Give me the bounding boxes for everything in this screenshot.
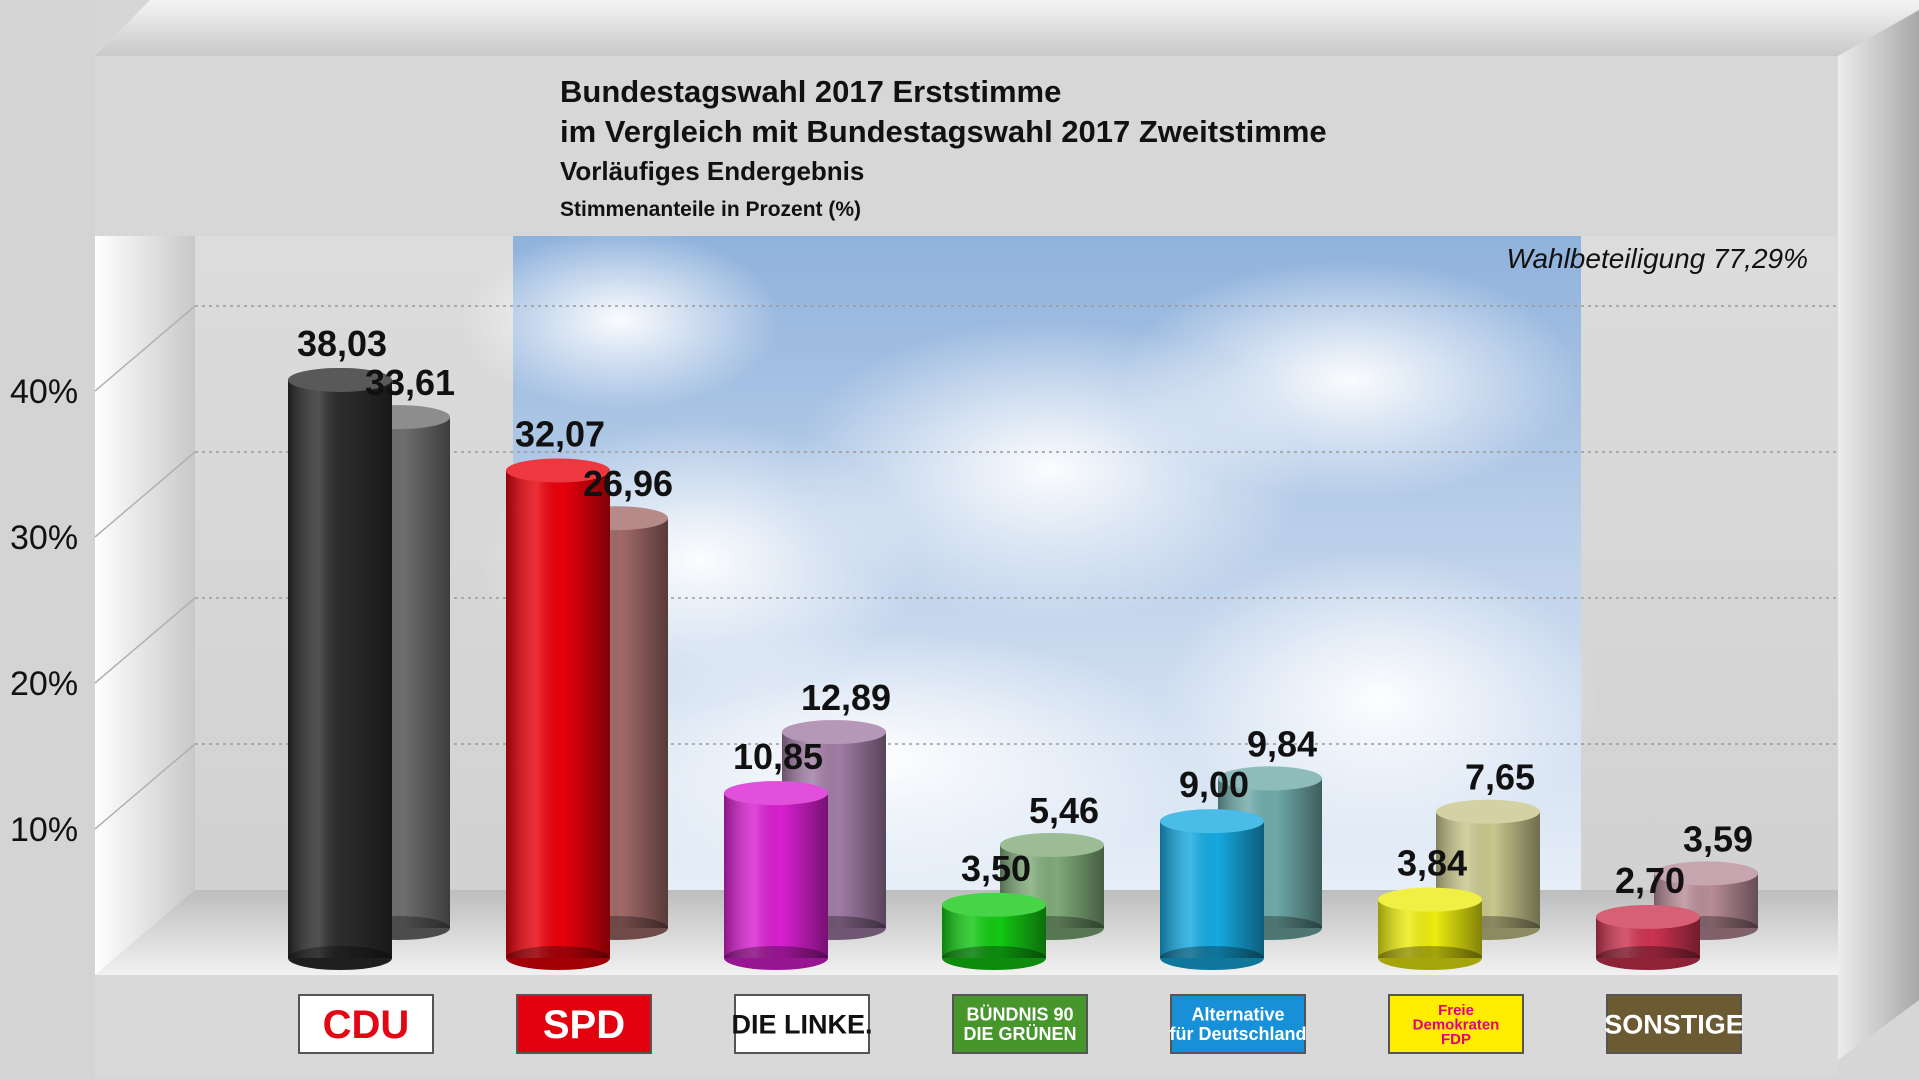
party-logo-text: SPD	[543, 1003, 625, 1047]
chart-subtitle: Vorläufiges Endergebnis	[560, 156, 864, 186]
bars	[288, 367, 1758, 970]
y-tick-label: 20%	[10, 665, 78, 703]
grid-line-side	[94, 597, 196, 684]
value-label-zweitstimme: 33,61	[365, 362, 455, 403]
party-logo: SONSTIGE	[1604, 994, 1744, 1054]
party-logo-text: für Deutschland	[1169, 1024, 1306, 1044]
value-label-zweitstimme: 7,65	[1465, 757, 1535, 798]
party-logo: DIE LINKE.	[731, 994, 873, 1054]
party-logo: SPD	[516, 994, 652, 1054]
bar-erststimme	[288, 367, 392, 970]
bar-erststimme	[506, 458, 610, 970]
party-logo-text: CDU	[323, 1003, 410, 1047]
y-tick-label: 40%	[10, 373, 78, 411]
bar-erststimme	[942, 892, 1046, 970]
party-logo-text: Alternative	[1191, 1005, 1284, 1025]
bar-erststimme	[1160, 809, 1264, 970]
party-logo-text: DIE GRÜNEN	[963, 1024, 1076, 1044]
grid-line-side	[94, 743, 196, 830]
chart-title-line2: im Vergleich mit Bundestagswahl 2017 Zwe…	[560, 114, 1327, 149]
value-label-erststimme: 2,70	[1615, 860, 1685, 901]
y-tick-label: 30%	[10, 519, 78, 557]
grid-line-side	[94, 451, 196, 538]
value-label-erststimme: 10,85	[733, 736, 823, 777]
bar-erststimme	[1596, 904, 1700, 970]
value-label-erststimme: 9,00	[1179, 764, 1249, 805]
chart-title: Bundestagswahl 2017 Erststimme	[560, 74, 1061, 109]
y-axis-label: Stimmenanteile in Prozent (%)	[560, 198, 861, 221]
bar-erststimme	[1378, 887, 1482, 970]
value-label-zweitstimme: 3,59	[1683, 818, 1753, 859]
party-logo-text: DIE LINKE.	[731, 1009, 872, 1039]
value-label-erststimme: 32,07	[515, 414, 605, 455]
value-label-zweitstimme: 5,46	[1029, 790, 1099, 831]
y-axis-ticks: 10% 20% 30% 40%	[10, 373, 78, 849]
bar-erststimme	[724, 781, 828, 970]
value-label-erststimme: 3,84	[1397, 843, 1467, 884]
value-label-zweitstimme: 26,96	[583, 463, 673, 504]
party-logo-text: Demokraten	[1413, 1016, 1500, 1033]
turnout-annotation: Wahlbeteiligung 77,29%	[1507, 243, 1808, 274]
party-logo: CDU	[298, 994, 434, 1054]
party-logo-text: FDP	[1441, 1031, 1471, 1048]
grid-lines	[94, 305, 1838, 830]
value-label-zweitstimme: 9,84	[1247, 723, 1317, 764]
party-logo-text: SONSTIGE	[1604, 1009, 1744, 1039]
sky-background	[460, 230, 1600, 890]
bar-zweitstimme	[1000, 833, 1104, 940]
party-logo-text: Freie	[1438, 1002, 1474, 1019]
y-tick-label: 10%	[10, 811, 78, 849]
value-label-zweitstimme: 12,89	[801, 677, 891, 718]
value-label-erststimme: 3,50	[961, 848, 1031, 889]
party-logo-text: BÜNDNIS 90	[966, 1005, 1073, 1025]
grid-line-side	[94, 305, 196, 392]
value-label-erststimme: 38,03	[297, 323, 387, 364]
